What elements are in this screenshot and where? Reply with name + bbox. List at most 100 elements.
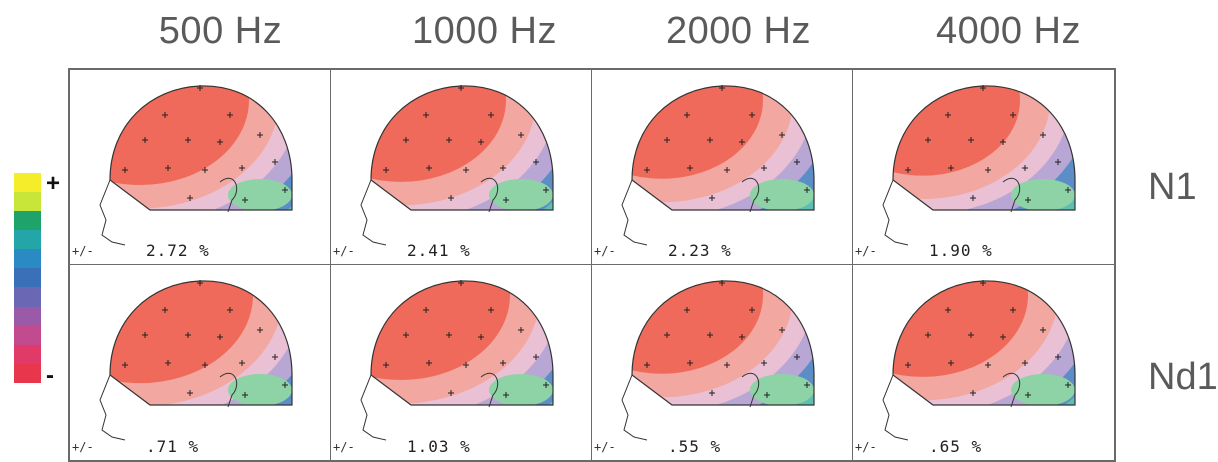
amplitude-value: .65 % [929, 437, 983, 456]
electrode-marker [724, 167, 730, 173]
head-outline [631, 85, 815, 211]
electrode-marker [970, 390, 976, 396]
electrode-marker [500, 165, 506, 171]
electrode-marker [1010, 307, 1016, 313]
electrode-marker [794, 354, 800, 360]
plusminus-label: +/- [594, 244, 616, 258]
electrode-marker [1065, 382, 1071, 388]
electrode-marker [970, 195, 976, 201]
electrode-marker [463, 362, 469, 368]
electrode-marker [945, 112, 951, 118]
head-outline [109, 85, 293, 211]
face-profile [621, 179, 648, 246]
electrode-marker [217, 334, 223, 340]
amplitude-value: 1.03 % [407, 437, 471, 456]
electrode-marker [925, 332, 931, 338]
electrode-marker [905, 167, 911, 173]
scale-swatch [14, 192, 41, 212]
electrode-marker [446, 137, 452, 143]
field-minimum-region [489, 179, 553, 210]
electrode-marker [761, 165, 767, 171]
electrode-marker [707, 137, 713, 143]
electrode-marker [423, 307, 429, 313]
electrode-marker [794, 159, 800, 165]
panel-n1-1000hz: +/- 2.41 % [331, 70, 592, 265]
electrode-marker [779, 327, 785, 333]
scale-swatch [14, 173, 41, 193]
electrode-marker [968, 332, 974, 338]
head-topomap [621, 85, 815, 246]
electrode-marker [242, 197, 248, 203]
electrode-marker [478, 334, 484, 340]
electrode-marker [764, 197, 770, 203]
electrode-marker [142, 137, 148, 143]
electrode-marker [227, 112, 233, 118]
face-profile [621, 374, 648, 441]
electrode-marker [664, 137, 670, 143]
field-minimum-region [750, 374, 814, 405]
amplitude-value: 2.41 % [407, 241, 471, 260]
electrode-marker [239, 165, 245, 171]
electrode-marker [518, 327, 524, 333]
ear-outline [480, 177, 499, 213]
electrode-marker [687, 360, 693, 366]
electrode-marker [664, 332, 670, 338]
amplitude-value: 2.23 % [668, 241, 732, 260]
ear-outline [1002, 372, 1021, 408]
electrode-marker [488, 307, 494, 313]
electrode-marker [687, 165, 693, 171]
head-topomap [882, 85, 1076, 246]
electrode-marker [165, 360, 171, 366]
electrode-marker [185, 137, 191, 143]
electrode-marker [383, 362, 389, 368]
electrode-marker [1065, 187, 1071, 193]
electrode-marker [1025, 392, 1031, 398]
electrode-marker [122, 167, 128, 173]
electrode-marker [980, 85, 986, 91]
electrode-marker [187, 390, 193, 396]
electrode-marker [282, 187, 288, 193]
electrode-marker [227, 307, 233, 313]
electrode-marker [1010, 112, 1016, 118]
electrode-marker [684, 307, 690, 313]
scale-swatch [14, 268, 41, 288]
plusminus-label: +/- [855, 440, 877, 454]
electrode-marker [948, 360, 954, 366]
plusminus-label: +/- [855, 244, 877, 258]
scale-swatch [14, 363, 41, 383]
electrode-marker [724, 362, 730, 368]
electrode-marker [533, 159, 539, 165]
panel-nd1-2000hz: +/- .55 % [592, 265, 853, 460]
panel-nd1-4000hz: +/- .65 % [853, 265, 1114, 460]
electrode-marker [503, 197, 509, 203]
field-minimum-region [228, 374, 292, 405]
electrode-marker [239, 360, 245, 366]
scale-swatch [14, 306, 41, 326]
head-outline [892, 85, 1076, 211]
electrode-marker [543, 382, 549, 388]
electrode-marker [426, 360, 432, 366]
electrode-marker [197, 85, 203, 91]
plusminus-label: +/- [333, 440, 355, 454]
field-minimum-region [1011, 179, 1075, 210]
electrode-marker [1055, 354, 1061, 360]
head-topomap [99, 85, 293, 246]
electrode-marker [709, 195, 715, 201]
scale-minus-label: - [46, 362, 54, 389]
electrode-marker [1055, 159, 1061, 165]
field-minimum-region [1011, 374, 1075, 405]
electrode-marker [980, 280, 986, 286]
electrode-marker [187, 195, 193, 201]
electrode-marker [423, 112, 429, 118]
row-label-n1: N1 [1148, 166, 1197, 208]
electrode-marker [1040, 132, 1046, 138]
electrode-marker [185, 332, 191, 338]
scale-swatch [14, 211, 41, 231]
panel-nd1-1000hz: +/- 1.03 % [331, 265, 592, 460]
amplitude-value: 2.72 % [146, 241, 210, 260]
electrode-marker [533, 354, 539, 360]
head-outline [631, 280, 815, 406]
electrode-marker [543, 187, 549, 193]
electrode-marker [257, 327, 263, 333]
scale-swatch [14, 344, 41, 364]
